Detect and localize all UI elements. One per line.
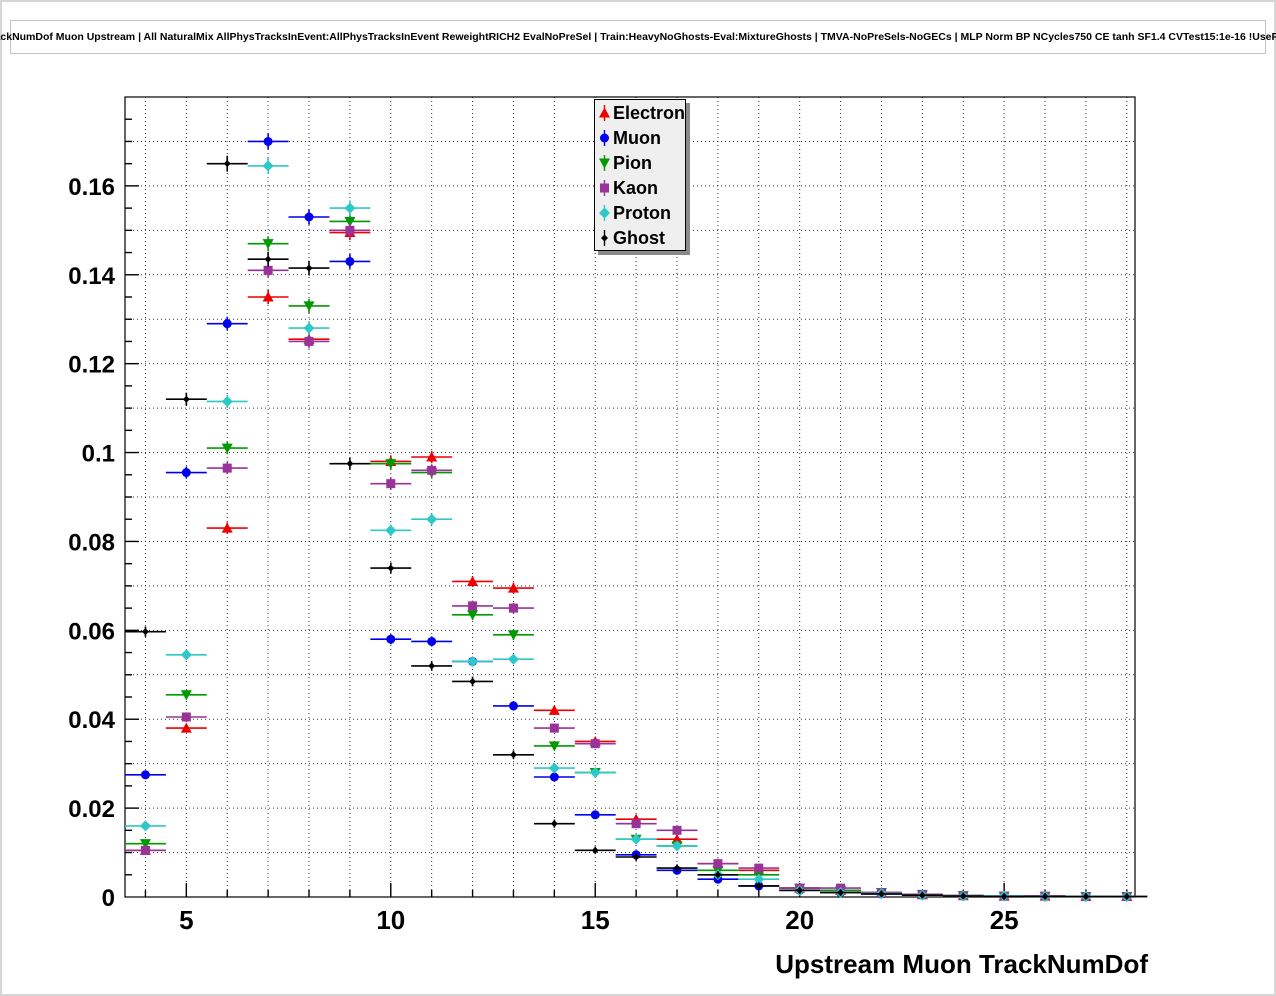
- legend-label: Proton: [613, 202, 671, 223]
- svg-text:0.14: 0.14: [68, 263, 115, 290]
- plot-title: TrackNumDof Muon Upstream | All NaturalM…: [0, 20, 1276, 54]
- legend-entry-muon: Muon: [595, 125, 685, 150]
- proton-marker-icon: [596, 203, 613, 223]
- muon-marker-icon: [596, 128, 613, 148]
- svg-text:15: 15: [581, 905, 610, 935]
- svg-text:Upstream Muon TrackNumDof: Upstream Muon TrackNumDof: [775, 949, 1148, 979]
- legend-entry-electron: Electron: [595, 100, 685, 125]
- svg-text:0.1: 0.1: [82, 441, 115, 468]
- legend-label: Ghost: [613, 227, 665, 248]
- legend-entry-proton: Proton: [595, 200, 685, 225]
- svg-text:0.04: 0.04: [68, 707, 115, 734]
- legend-label: Pion: [613, 152, 652, 173]
- svg-text:0: 0: [102, 885, 115, 912]
- svg-text:0.16: 0.16: [68, 174, 115, 201]
- svg-text:5: 5: [179, 905, 193, 935]
- legend-entry-ghost: Ghost: [595, 225, 685, 250]
- electron-marker-icon: [596, 103, 613, 123]
- legend-entry-pion: Pion: [595, 150, 685, 175]
- legend-label: Electron: [613, 102, 686, 123]
- svg-text:0.02: 0.02: [68, 796, 115, 823]
- kaon-marker-icon: [596, 178, 613, 198]
- legend-entry-kaon: Kaon: [595, 175, 685, 200]
- svg-text:0.12: 0.12: [68, 352, 115, 379]
- svg-text:20: 20: [785, 905, 814, 935]
- ghost-marker-icon: [596, 228, 613, 248]
- pion-marker-icon: [596, 153, 613, 173]
- svg-text:0.08: 0.08: [68, 529, 115, 556]
- legend-label: Kaon: [613, 177, 658, 198]
- svg-text:0.06: 0.06: [68, 618, 115, 645]
- legend: Electron Muon Pion Kaon Proton Ghost: [594, 99, 686, 251]
- svg-text:10: 10: [376, 905, 405, 935]
- legend-label: Muon: [613, 127, 661, 148]
- svg-text:25: 25: [990, 905, 1019, 935]
